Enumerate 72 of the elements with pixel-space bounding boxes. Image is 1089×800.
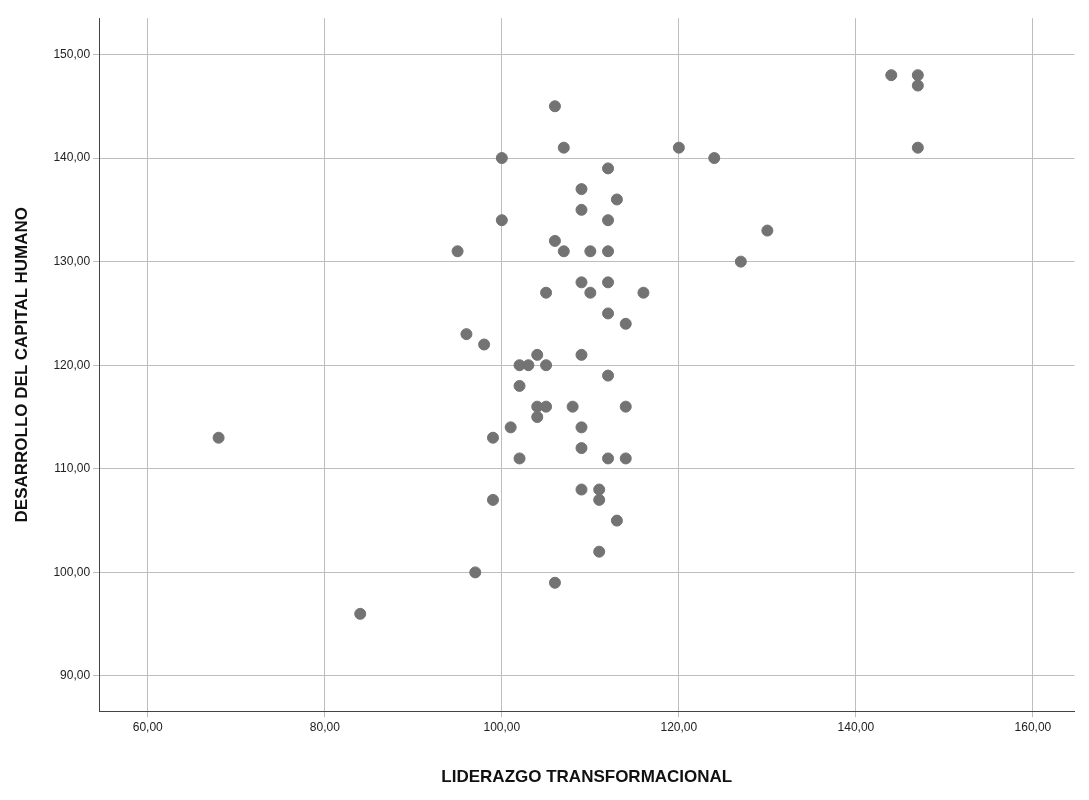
point (575, 483, 588, 496)
y-tick-label: 150,00 (53, 46, 91, 61)
point (602, 307, 615, 320)
point (212, 431, 225, 444)
point (575, 442, 588, 455)
point (575, 421, 588, 434)
point (540, 359, 553, 372)
point (354, 607, 367, 620)
point (602, 162, 615, 175)
point (708, 152, 721, 165)
point (478, 338, 491, 351)
point (540, 400, 553, 413)
point (460, 328, 473, 341)
point (610, 193, 623, 206)
y-tick-label: 100,00 (53, 564, 91, 579)
point (548, 234, 561, 247)
point (602, 369, 615, 382)
point (911, 69, 924, 82)
x-tick-label: 120,00 (660, 719, 698, 734)
point (637, 286, 650, 299)
point (486, 493, 499, 506)
point (602, 276, 615, 289)
y-tick-label: 140,00 (53, 150, 91, 165)
y-axis-title: DESARROLLO DEL CAPITAL HUMANO (11, 206, 31, 523)
x-tick-label: 80,00 (309, 719, 341, 734)
x-tick-label: 160,00 (1014, 719, 1052, 734)
point (593, 545, 606, 558)
y-tick-label: 110,00 (54, 461, 91, 476)
x-tick-label: 100,00 (483, 719, 521, 734)
point (557, 141, 570, 154)
point (584, 245, 597, 258)
point (584, 286, 597, 299)
point (602, 452, 615, 465)
point (575, 203, 588, 216)
point (602, 245, 615, 258)
y-tick-label: 130,00 (53, 253, 91, 268)
point (575, 276, 588, 289)
point (513, 379, 526, 392)
x-tick-label: 140,00 (837, 719, 875, 734)
point (593, 483, 606, 496)
point (610, 514, 623, 527)
point (593, 493, 606, 506)
y-tick-label: 120,00 (53, 357, 91, 372)
point (566, 400, 579, 413)
point (885, 69, 898, 82)
point (672, 141, 685, 154)
point (486, 431, 499, 444)
point (531, 348, 544, 361)
point (495, 214, 508, 227)
point (469, 566, 482, 579)
y-tick-label: 90,00 (60, 668, 91, 683)
point (531, 411, 544, 424)
point (495, 152, 508, 165)
point (602, 214, 615, 227)
point (557, 245, 570, 258)
point (734, 255, 747, 268)
point (504, 421, 517, 434)
point (548, 100, 561, 113)
point (575, 348, 588, 361)
x-tick-label: 60,00 (132, 719, 164, 734)
point (911, 141, 924, 154)
point (911, 79, 924, 92)
point (513, 452, 526, 465)
point (619, 317, 632, 330)
point (619, 400, 632, 413)
point (540, 286, 553, 299)
point (761, 224, 774, 237)
point (451, 245, 464, 258)
point (548, 576, 561, 589)
point (575, 183, 588, 196)
x-axis-title: LIDERAZGO TRANSFORMACIONAL (441, 767, 733, 787)
point (619, 452, 632, 465)
